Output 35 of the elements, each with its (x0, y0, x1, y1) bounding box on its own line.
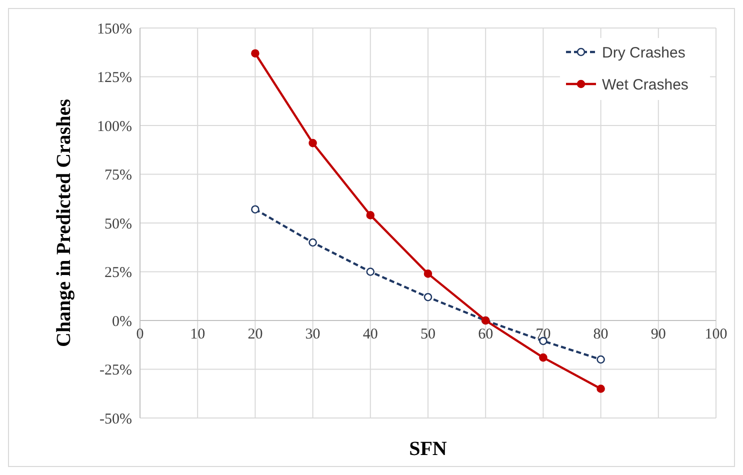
y-tick-label: 100% (97, 118, 132, 135)
x-axis-title: SFN (409, 438, 448, 460)
x-tick-label: 20 (248, 326, 263, 342)
point (251, 49, 260, 58)
point (251, 205, 260, 214)
legend-label: Wet Crashes (602, 76, 688, 94)
y-tick-label: 0% (112, 314, 132, 330)
point (366, 211, 375, 220)
x-tick-label: 0 (136, 326, 144, 342)
y-tick-label: -25% (100, 362, 132, 378)
y-tick-label: -50% (100, 411, 132, 428)
x-tick-label: 60 (478, 326, 494, 342)
x-tick-label: 100 (704, 326, 728, 342)
point (596, 355, 605, 364)
point (366, 268, 375, 276)
x-tick-label: 80 (593, 326, 608, 342)
point (539, 353, 548, 362)
point (596, 384, 605, 393)
x-tick-label: 30 (305, 326, 320, 342)
point (308, 138, 317, 148)
y-axis-title: Change in Predicted Crashes (53, 98, 75, 347)
x-tick-label: 10 (190, 326, 206, 342)
y-tick-label: 75% (104, 168, 132, 184)
x-tick-label: 70 (536, 326, 551, 342)
y-tick-label: 25% (104, 265, 132, 281)
y-tick-label: 125% (97, 70, 132, 86)
point (424, 270, 432, 278)
legend-label: Dry Crashes (602, 44, 686, 62)
x-tick-label: 50 (420, 326, 436, 342)
x-tick-label: 40 (362, 326, 378, 342)
x-tick-label: 90 (650, 326, 666, 342)
y-tick-label: 50% (104, 216, 132, 232)
point (308, 238, 317, 247)
y-tick-label: 150% (97, 21, 132, 38)
point (424, 292, 432, 302)
